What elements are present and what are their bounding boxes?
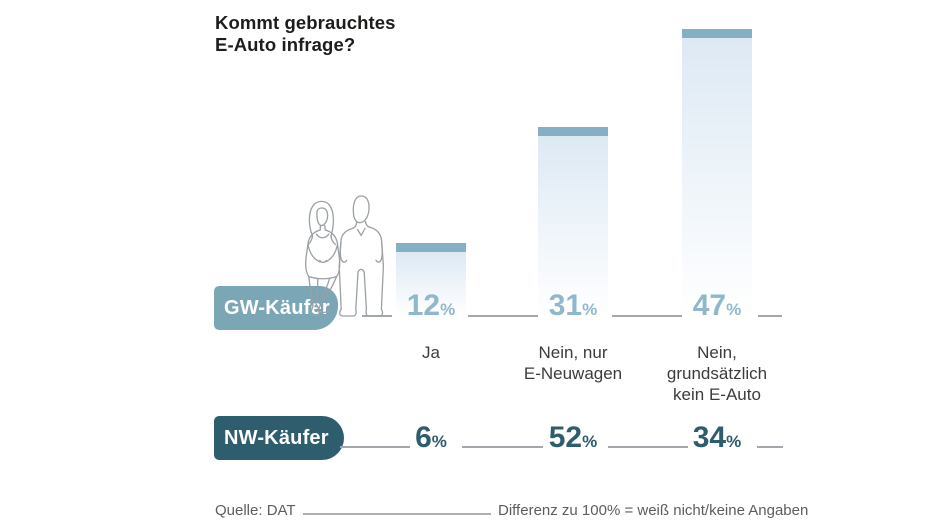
gw-value-nein-nur: 31% [503, 289, 643, 323]
category-line: grundsätzlich [666, 364, 768, 383]
row-line-segment [462, 446, 543, 448]
bar-cap [538, 127, 608, 136]
page-title: Kommt gebrauchtes E-Auto infrage? [215, 12, 396, 56]
bar-body [396, 252, 466, 316]
nw-value-number: 6 [415, 421, 432, 454]
gw-value-nein-grundsaetzlich: 47% [647, 289, 787, 323]
gw-value-number: 12 [406, 289, 441, 322]
couple-illustration [305, 195, 385, 317]
percent-sign: % [431, 432, 447, 451]
percent-sign: % [582, 432, 598, 451]
category-line: Nein, [697, 343, 737, 362]
nw-value-number: 52 [548, 421, 583, 454]
row-label-nw-kaeufer: NW-Käufer [214, 416, 344, 460]
category-line: Ja [422, 343, 440, 362]
category-label-nein-grundsaetzlich-kein-e-auto: Nein, grundsätzlich kein E-Auto [637, 342, 797, 405]
footer-divider-line [303, 513, 491, 515]
category-label-nein-nur-e-neuwagen: Nein, nur E-Neuwagen [493, 342, 653, 384]
page-title-line1: Kommt gebrauchtes [215, 12, 396, 33]
nw-value-ja: 6% [361, 421, 501, 455]
bar-gw-nein-nur-e-neuwagen [538, 127, 608, 316]
bar-cap [682, 29, 752, 38]
gw-value-number: 47 [692, 289, 727, 322]
baseline-segment [468, 315, 538, 317]
category-line: Nein, nur [538, 343, 608, 362]
source-text: Quelle: DAT [215, 502, 296, 519]
category-label-ja: Ja [351, 342, 511, 363]
bar-gw-nein-grundsaetzlich [682, 29, 752, 316]
category-line: kein E-Auto [673, 385, 761, 404]
nw-value-nein-grundsaetzlich: 34% [647, 421, 787, 455]
row-line-segment [608, 446, 688, 448]
category-line: E-Neuwagen [523, 364, 623, 383]
page-title-line2: E-Auto infrage? [215, 34, 356, 55]
baseline-segment [612, 315, 682, 317]
gw-value-ja: 12% [361, 289, 501, 323]
row-line-segment [757, 446, 783, 448]
bar-gw-ja [396, 243, 466, 316]
baseline-segment [758, 315, 782, 317]
row-label-nw-text: NW-Käufer [224, 426, 329, 449]
nw-value-nein-nur: 52% [503, 421, 643, 455]
row-line-segment [340, 446, 410, 448]
bar-body [538, 136, 608, 316]
row-label-gw-text: GW-Käufer [224, 296, 330, 319]
bar-body [682, 38, 752, 316]
footnote-text: Differenz zu 100% = weiß nicht/keine Ang… [498, 502, 809, 519]
percent-sign: % [440, 300, 456, 319]
percent-sign: % [726, 432, 742, 451]
nw-value-number: 34 [692, 421, 727, 454]
percent-sign: % [726, 300, 742, 319]
bar-cap [396, 243, 466, 252]
percent-sign: % [582, 300, 598, 319]
gw-value-number: 31 [548, 289, 583, 322]
baseline-segment [362, 315, 392, 317]
